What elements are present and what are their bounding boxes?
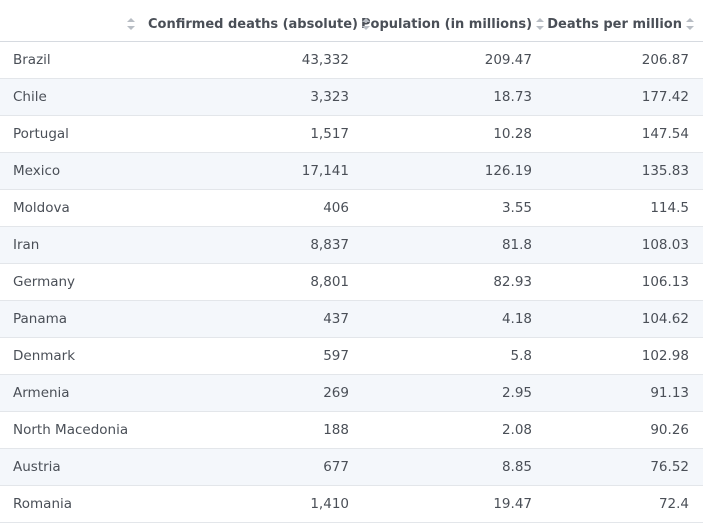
table-row: Iran 8,837 81.8 108.03 (0, 226, 703, 264)
cell-country: Armenia (0, 374, 148, 412)
cell-confirmed-deaths: 43,332 (148, 41, 361, 79)
cell-confirmed-deaths: 677 (148, 448, 361, 486)
cell-deaths-per-million: 206.87 (547, 41, 703, 79)
cell-country: Mexico (0, 152, 148, 190)
cell-country: Chile (0, 78, 148, 116)
cell-population: 209.47 (361, 41, 547, 79)
column-header-label: Population (in millions) (361, 16, 533, 32)
cell-country: Denmark (0, 337, 148, 375)
cell-confirmed-deaths: 1,410 (148, 485, 361, 523)
cell-confirmed-deaths: 8,837 (148, 226, 361, 264)
cell-country: North Macedonia (0, 411, 148, 449)
cell-confirmed-deaths: 3,323 (148, 78, 361, 116)
cell-population: 2.08 (361, 411, 547, 449)
cell-confirmed-deaths: 597 (148, 337, 361, 375)
table-row: Denmark 597 5.8 102.98 (0, 337, 703, 375)
column-header-country[interactable] (0, 7, 148, 42)
cell-deaths-per-million: 114.5 (547, 189, 703, 227)
table-row: Austria 677 8.85 76.52 (0, 448, 703, 486)
table-row: Panama 437 4.18 104.62 (0, 300, 703, 338)
column-header-label: Deaths per million (547, 16, 682, 32)
column-header-population[interactable]: Population (in millions) (361, 7, 547, 42)
cell-country: Germany (0, 263, 148, 301)
sort-arrows-icon[interactable] (686, 18, 694, 30)
table-row: Portugal 1,517 10.28 147.54 (0, 115, 703, 153)
column-header-deaths-per-million[interactable]: Deaths per million (547, 7, 703, 42)
table-row: Romania 1,410 19.47 72.4 (0, 485, 703, 523)
cell-deaths-per-million: 177.42 (547, 78, 703, 116)
cell-country: Iran (0, 226, 148, 264)
sort-arrows-icon[interactable] (536, 18, 545, 30)
cell-deaths-per-million: 90.26 (547, 411, 703, 449)
cell-deaths-per-million: 72.4 (547, 485, 703, 523)
cell-population: 8.85 (361, 448, 547, 486)
cell-population: 81.8 (361, 226, 547, 264)
cell-deaths-per-million: 135.83 (547, 152, 703, 190)
table-row: Chile 3,323 18.73 177.42 (0, 78, 703, 116)
cell-deaths-per-million: 106.13 (547, 263, 703, 301)
cell-country: Brazil (0, 41, 148, 79)
table-header-row: Confirmed deaths (absolute) Population (… (0, 7, 703, 42)
cell-country: Moldova (0, 189, 148, 227)
table-row: Moldova 406 3.55 114.5 (0, 189, 703, 227)
cell-population: 10.28 (361, 115, 547, 153)
cell-population: 18.73 (361, 78, 547, 116)
statistics-table: Confirmed deaths (absolute) Population (… (0, 7, 703, 523)
cell-country: Romania (0, 485, 148, 523)
cell-confirmed-deaths: 8,801 (148, 263, 361, 301)
cell-population: 5.8 (361, 337, 547, 375)
cell-confirmed-deaths: 269 (148, 374, 361, 412)
column-header-label: Confirmed deaths (absolute) (148, 16, 358, 32)
cell-confirmed-deaths: 17,141 (148, 152, 361, 190)
cell-country: Panama (0, 300, 148, 338)
cell-population: 2.95 (361, 374, 547, 412)
table-row: Armenia 269 2.95 91.13 (0, 374, 703, 412)
table-row: Brazil 43,332 209.47 206.87 (0, 41, 703, 79)
table-body: Brazil 43,332 209.47 206.87 Chile 3,323 18.73 1… (0, 41, 703, 523)
cell-deaths-per-million: 104.62 (547, 300, 703, 338)
cell-population: 19.47 (361, 485, 547, 523)
table-row: North Macedonia 188 2.08 90.26 (0, 411, 703, 449)
sort-arrows-icon[interactable] (361, 18, 370, 30)
cell-confirmed-deaths: 406 (148, 189, 361, 227)
table-row: Mexico 17,141 126.19 135.83 (0, 152, 703, 190)
table-row: Germany 8,801 82.93 106.13 (0, 263, 703, 301)
cell-population: 4.18 (361, 300, 547, 338)
cell-country: Portugal (0, 115, 148, 153)
cell-confirmed-deaths: 1,517 (148, 115, 361, 153)
cell-deaths-per-million: 147.54 (547, 115, 703, 153)
sort-arrows-icon[interactable] (127, 18, 135, 30)
cell-confirmed-deaths: 437 (148, 300, 361, 338)
cell-population: 82.93 (361, 263, 547, 301)
column-header-deaths[interactable]: Confirmed deaths (absolute) (148, 7, 370, 42)
cell-deaths-per-million: 76.52 (547, 448, 703, 486)
cell-deaths-per-million: 108.03 (547, 226, 703, 264)
cell-deaths-per-million: 91.13 (547, 374, 703, 412)
cell-deaths-per-million: 102.98 (547, 337, 703, 375)
cell-country: Austria (0, 448, 148, 486)
cell-population: 126.19 (361, 152, 547, 190)
cell-confirmed-deaths: 188 (148, 411, 361, 449)
cell-population: 3.55 (361, 189, 547, 227)
